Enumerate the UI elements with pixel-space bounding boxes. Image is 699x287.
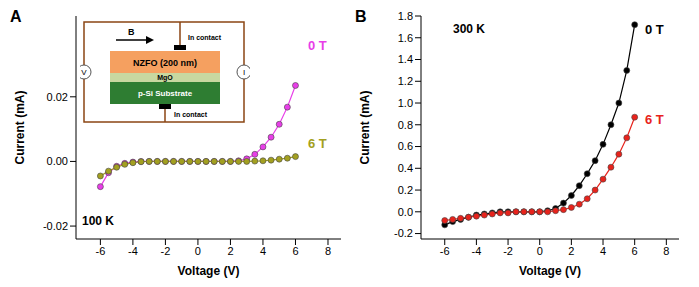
svg-text:0: 0 [195, 245, 201, 257]
svg-text:In contact: In contact [174, 111, 208, 118]
svg-text:Current (mA): Current (mA) [358, 90, 372, 164]
svg-text:-6: -6 [440, 245, 450, 257]
svg-text:-0.02: -0.02 [43, 220, 68, 232]
svg-text:0.2: 0.2 [398, 184, 413, 196]
svg-text:1.6: 1.6 [398, 32, 413, 44]
svg-text:B: B [128, 27, 135, 37]
svg-text:V: V [81, 68, 87, 77]
svg-text:1.8: 1.8 [398, 10, 413, 22]
svg-text:2: 2 [227, 245, 233, 257]
svg-text:NZFO (200 nm): NZFO (200 nm) [133, 58, 197, 68]
svg-text:I: I [243, 68, 245, 77]
svg-text:1.2: 1.2 [398, 75, 413, 87]
svg-text:1.0: 1.0 [398, 97, 413, 109]
html-text:B: B [355, 8, 367, 25]
svg-text:6: 6 [632, 245, 638, 257]
svg-text:1.4: 1.4 [398, 53, 413, 65]
svg-text:-6: -6 [95, 245, 105, 257]
svg-text:8: 8 [325, 245, 331, 257]
svg-text:-0.2: -0.2 [394, 227, 413, 239]
svg-text:0.8: 0.8 [398, 119, 413, 131]
svg-text:0.6: 0.6 [398, 140, 413, 152]
html-text:A: A [10, 8, 22, 25]
svg-text:p-Si Substrate: p-Si Substrate [138, 89, 193, 98]
svg-text:2: 2 [568, 245, 574, 257]
html-text:0 T: 0 T [308, 38, 327, 53]
html-text:6 T: 6 T [645, 112, 664, 127]
svg-text:4: 4 [260, 245, 266, 257]
svg-text:-2: -2 [161, 245, 171, 257]
svg-text:8: 8 [663, 245, 669, 257]
svg-text:6: 6 [292, 245, 298, 257]
svg-text:4: 4 [600, 245, 606, 257]
html-text:100 K: 100 K [82, 214, 114, 228]
svg-text:In contact: In contact [188, 34, 222, 41]
svg-text:Voltage (V): Voltage (V) [178, 264, 240, 278]
svg-text:-2: -2 [503, 245, 513, 257]
svg-text:0: 0 [537, 245, 543, 257]
svg-text:Current (mA): Current (mA) [13, 90, 27, 164]
svg-text:0.02: 0.02 [47, 91, 68, 103]
svg-text:MgO: MgO [157, 74, 173, 82]
svg-text:0.00: 0.00 [47, 155, 68, 167]
svg-text:Voltage (V): Voltage (V) [519, 264, 581, 278]
html-text:0 T: 0 T [645, 22, 664, 37]
svg-text:-4: -4 [128, 245, 138, 257]
svg-text:0.4: 0.4 [398, 162, 413, 174]
svg-text:-4: -4 [472, 245, 482, 257]
svg-text:0.0: 0.0 [398, 206, 413, 218]
html-text:6 T: 6 T [308, 136, 327, 151]
html-text:300 K: 300 K [453, 22, 485, 36]
